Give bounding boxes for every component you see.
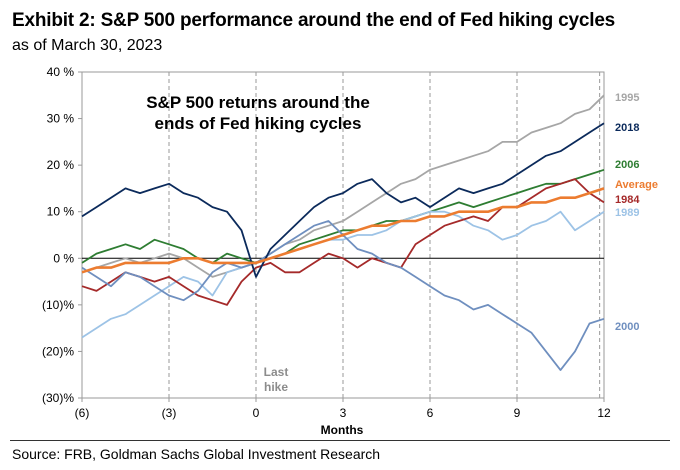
y-tick-label: 40 % [47, 65, 75, 79]
chart-title: ends of Fed hiking cycles [155, 114, 362, 133]
series-label-2018: 2018 [615, 122, 639, 134]
series-label-1989: 1989 [615, 207, 639, 219]
series-label-2000: 2000 [615, 321, 639, 333]
y-tick-label: (10)% [42, 298, 74, 312]
series-line-average [81, 187, 605, 274]
x-tick-label: 12 [597, 406, 611, 420]
x-tick-label: 9 [514, 406, 521, 420]
series-label-2006: 2006 [615, 159, 639, 171]
source-note: Source: FRB, Goldman Sachs Global Invest… [12, 446, 381, 462]
y-tick-label: 10 % [47, 205, 75, 219]
exhibit-title: Exhibit 2: S&P 500 performance around th… [12, 10, 616, 31]
footer-rule [10, 440, 670, 441]
chart-title: S&P 500 returns around the [146, 93, 370, 112]
last-hike-annotation: hike [264, 380, 288, 394]
x-tick-label: (3) [162, 406, 177, 420]
y-tick-label: (30)% [42, 391, 74, 405]
x-tick-label: 0 [253, 406, 260, 420]
last-hike-annotation: Last [264, 365, 289, 379]
y-tick-label: 0 % [53, 251, 74, 265]
x-tick-label: (6) [75, 406, 90, 420]
x-tick-label: 6 [427, 406, 434, 420]
series-line-1989 [81, 210, 605, 339]
y-tick-label: 20 % [47, 158, 75, 172]
series-label-1984: 1984 [615, 194, 640, 206]
series-label-average: Average [615, 179, 658, 191]
x-axis-label: Months [321, 423, 364, 437]
y-tick-label: (20)% [42, 344, 74, 358]
x-tick-label: 3 [340, 406, 347, 420]
series-line-2006 [81, 168, 605, 264]
series-label-1995: 1995 [615, 92, 639, 104]
exhibit-subtitle: as of March 30, 2023 [12, 37, 163, 54]
series-layer [81, 94, 605, 372]
series-line-1995 [81, 94, 605, 278]
y-tick-label: 30 % [47, 112, 75, 126]
axis-layer: 40 % 30 % 20 % 10 % 0 % (10)% (20)% (30)%(6) (3)… [42, 65, 611, 420]
series-line-2018 [81, 122, 605, 278]
